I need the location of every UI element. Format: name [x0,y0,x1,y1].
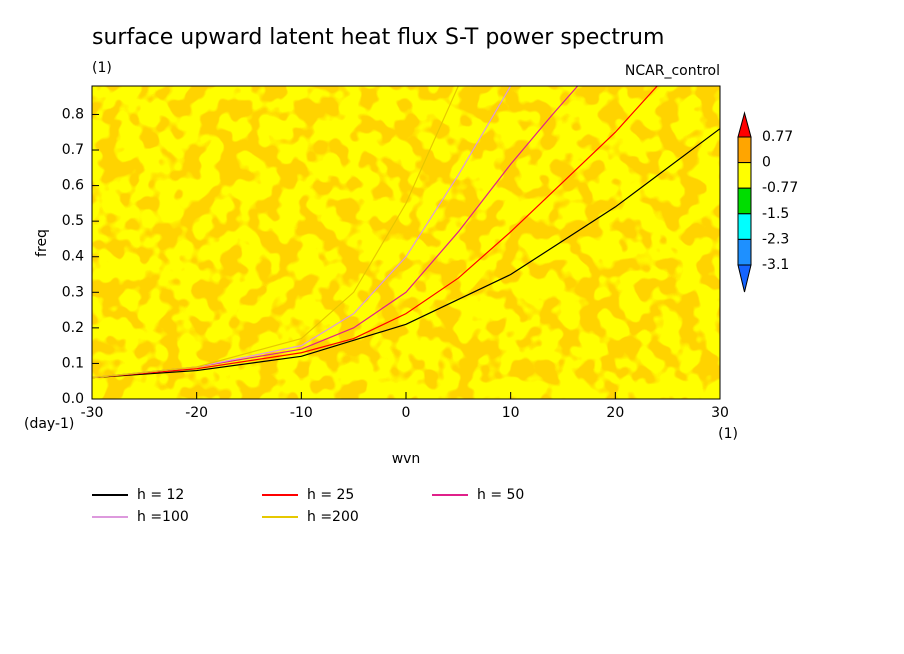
y-tick-label: 0.3 [62,284,84,300]
x-tick-label: -30 [81,405,104,421]
colorbar-label: -3.1 [762,257,789,273]
colorbar-segment [737,136,752,164]
y-tick-label: 0.8 [62,106,84,122]
x-tick-label: 20 [606,405,624,421]
legend-label: h =200 [307,509,359,525]
colorbar-triangle [737,111,752,138]
x-tick-label: 30 [711,405,729,421]
annotation: NCAR_control [625,63,720,79]
curves [92,86,720,379]
y-tick-label: 0.1 [62,355,84,371]
colorbar-triangle [737,264,752,293]
colorbar-segment [737,213,752,240]
chart-title: surface upward latent heat flux S-T powe… [92,25,664,50]
legend-label: h = 12 [137,487,184,503]
y-tick-label: 0.6 [62,178,84,194]
legend-label: h = 25 [307,487,354,503]
dispersion-curve [92,86,658,379]
colorbar-label: 0 [762,155,771,171]
dispersion-curve [92,128,720,379]
colorbar-segment [737,238,752,266]
x-tick-label: -20 [185,405,208,421]
x-tick-label: 0 [402,405,411,421]
colorbar-label: -1.5 [762,206,789,222]
legend-label: h =100 [137,509,189,525]
colorbar-label: 0.77 [762,129,793,145]
x-tick-label: 10 [502,405,520,421]
colorbar-label: -2.3 [762,231,789,247]
colorbar-segment [737,187,752,215]
y-tick-label: 0.7 [62,142,84,158]
y-tick-label: 0.0 [62,391,84,407]
y-axis-label: freq [34,229,50,257]
colorbar-label: -0.77 [762,180,798,196]
subtitle: (1) [92,60,112,76]
x-axis-label: wvn [392,451,421,467]
colorbar-segment [737,162,752,189]
y-tick-label: 0.4 [62,249,84,265]
y-tick-label: 0.2 [62,320,84,336]
x-axis-unit: (1) [718,426,738,442]
x-tick-label: -10 [290,405,313,421]
y-axis-unit: (day-1) [24,416,74,432]
contour-pattern [92,86,720,399]
y-tick-label: 0.5 [62,213,84,229]
legend-label: h = 50 [477,487,524,503]
dispersion-curve [92,86,579,379]
dispersion-curve [92,86,459,379]
